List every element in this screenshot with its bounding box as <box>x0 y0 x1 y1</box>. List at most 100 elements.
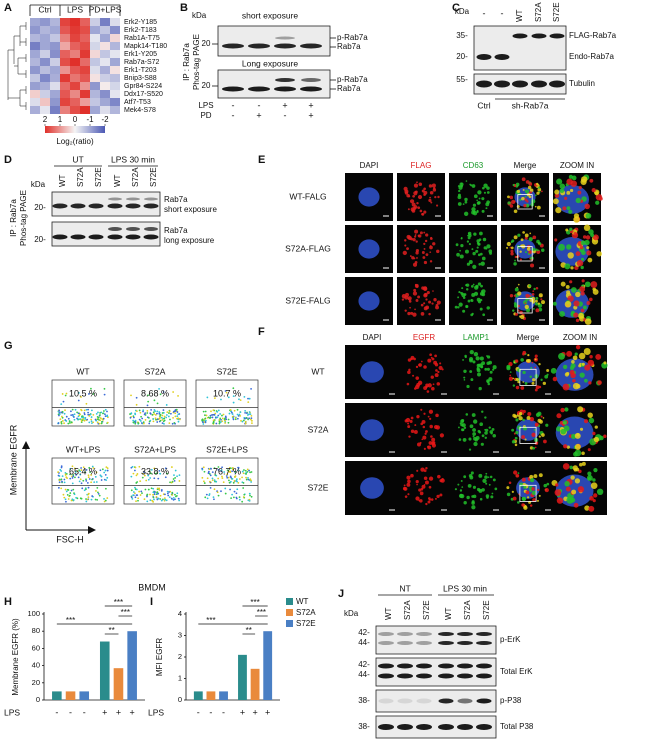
x-tick-label: - <box>55 707 58 717</box>
speck <box>480 261 485 266</box>
event-dot <box>221 466 223 469</box>
event-dot <box>248 498 251 501</box>
speck <box>524 251 527 254</box>
speck <box>481 256 486 261</box>
event-dot <box>139 411 142 414</box>
event-dot <box>61 475 64 478</box>
event-dot <box>90 387 92 390</box>
event-dot <box>71 408 74 411</box>
speck <box>535 286 539 290</box>
event-dot <box>152 418 155 420</box>
band <box>397 698 413 704</box>
event-dot <box>88 393 90 395</box>
speck <box>538 307 543 312</box>
speck <box>425 253 429 257</box>
speck <box>526 247 531 251</box>
event-dot <box>244 417 246 420</box>
event-dot <box>217 414 220 417</box>
speck <box>533 287 536 291</box>
column-group: PD+LPS <box>89 4 122 14</box>
speck <box>524 189 530 194</box>
event-dot <box>65 476 68 479</box>
heatmap-cell <box>50 18 60 26</box>
speck <box>592 478 596 482</box>
speck <box>414 283 417 286</box>
event-dot <box>139 480 142 483</box>
speck <box>472 428 476 432</box>
zoom-box <box>519 484 537 502</box>
speck <box>566 445 570 449</box>
event-dot <box>234 471 237 474</box>
y-tick-label: 100 <box>27 609 40 618</box>
event-dot <box>73 493 76 496</box>
speck <box>458 291 461 294</box>
event-dot <box>154 472 157 475</box>
speck <box>585 213 592 219</box>
speck <box>407 208 410 211</box>
event-dot <box>100 475 103 478</box>
event-dot <box>235 492 238 495</box>
speck <box>484 436 487 440</box>
label: kDa <box>455 7 470 16</box>
event-dot <box>66 493 69 496</box>
speck <box>531 293 535 296</box>
speck <box>477 429 481 433</box>
speck <box>587 471 592 476</box>
event-dot <box>208 493 211 495</box>
heatmap-cell <box>30 82 40 90</box>
speck <box>560 428 567 435</box>
band <box>126 227 140 231</box>
speck <box>483 191 486 194</box>
speck <box>577 190 582 195</box>
speck <box>529 504 533 507</box>
event-dot <box>177 417 180 420</box>
event-dot <box>98 422 101 425</box>
event-dot <box>130 489 133 492</box>
event-dot <box>175 494 178 497</box>
event-dot <box>73 413 76 416</box>
label: Tubulin <box>569 79 595 88</box>
speck <box>592 431 596 436</box>
event-dot <box>176 411 179 413</box>
speck <box>529 375 532 378</box>
colorbar-tick-label: 0 <box>73 115 78 124</box>
speck <box>533 474 538 479</box>
speck <box>480 284 483 288</box>
band <box>438 724 454 730</box>
band <box>549 80 565 88</box>
speck <box>465 413 469 416</box>
event-dot <box>228 412 231 415</box>
speck <box>508 481 512 484</box>
event-dot <box>73 467 76 470</box>
x-tick-label: - <box>197 707 200 717</box>
heatmap-cell <box>30 34 40 42</box>
speck <box>520 314 525 320</box>
speck <box>468 243 471 246</box>
event-dot <box>250 387 252 390</box>
speck <box>575 251 581 257</box>
speck <box>478 489 481 492</box>
event-dot <box>90 418 93 421</box>
event-dot <box>207 416 210 419</box>
label: LPS 30 min <box>111 154 155 164</box>
speck <box>584 239 590 246</box>
speck <box>531 381 535 385</box>
panel-letter: E <box>258 154 265 166</box>
event-dot <box>60 478 63 481</box>
band <box>457 698 473 704</box>
speck <box>535 412 541 418</box>
label: 42- <box>358 660 370 669</box>
event-dot <box>204 496 207 499</box>
event-dot <box>91 495 94 497</box>
blot <box>51 191 161 217</box>
speck <box>463 426 467 430</box>
speck <box>413 387 417 390</box>
blot <box>217 69 331 99</box>
label: 20 <box>202 39 211 48</box>
heatmap-cell <box>110 90 120 98</box>
speck <box>530 366 533 369</box>
label: 42- <box>358 628 370 637</box>
significance: ** <box>108 626 114 635</box>
event-dot <box>231 493 234 496</box>
x-tick-label: + <box>240 707 245 717</box>
